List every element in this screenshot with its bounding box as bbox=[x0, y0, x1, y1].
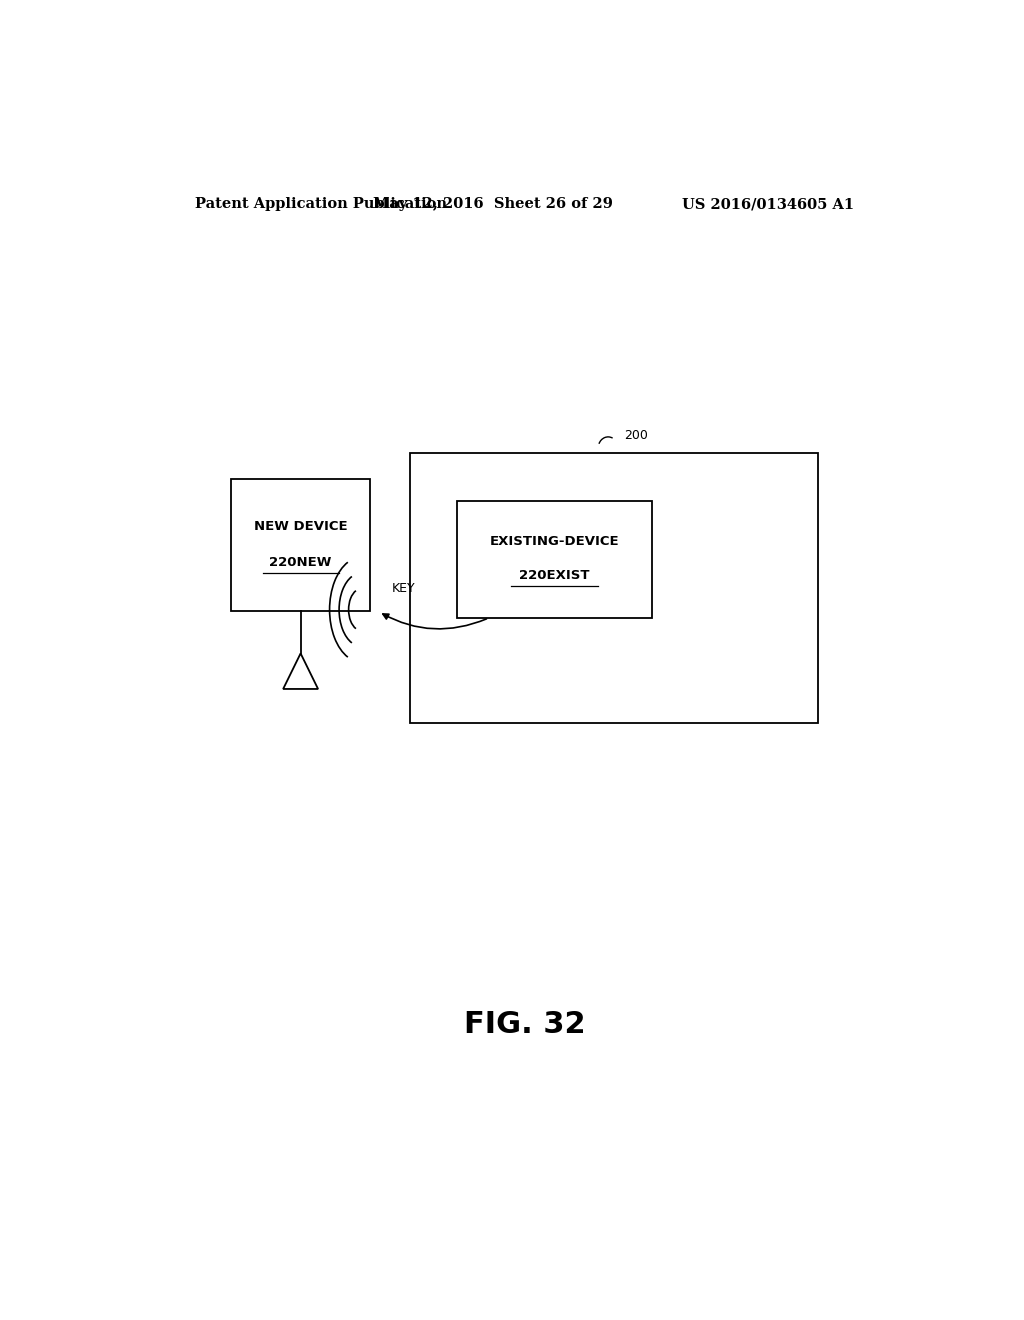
Text: Patent Application Publication: Patent Application Publication bbox=[196, 197, 447, 211]
Text: US 2016/0134605 A1: US 2016/0134605 A1 bbox=[682, 197, 854, 211]
Text: 220NEW: 220NEW bbox=[269, 557, 332, 569]
Bar bbox=[458, 500, 651, 618]
Text: May 12, 2016  Sheet 26 of 29: May 12, 2016 Sheet 26 of 29 bbox=[373, 197, 613, 211]
Text: NEW DEVICE: NEW DEVICE bbox=[254, 520, 347, 533]
Text: 200: 200 bbox=[624, 429, 648, 442]
Text: KEY: KEY bbox=[391, 582, 415, 595]
Text: 220EXIST: 220EXIST bbox=[519, 569, 590, 582]
Text: EXISTING-DEVICE: EXISTING-DEVICE bbox=[489, 535, 620, 548]
Bar bbox=[410, 453, 818, 722]
Text: FIG. 32: FIG. 32 bbox=[464, 1010, 586, 1039]
Bar bbox=[231, 479, 370, 611]
